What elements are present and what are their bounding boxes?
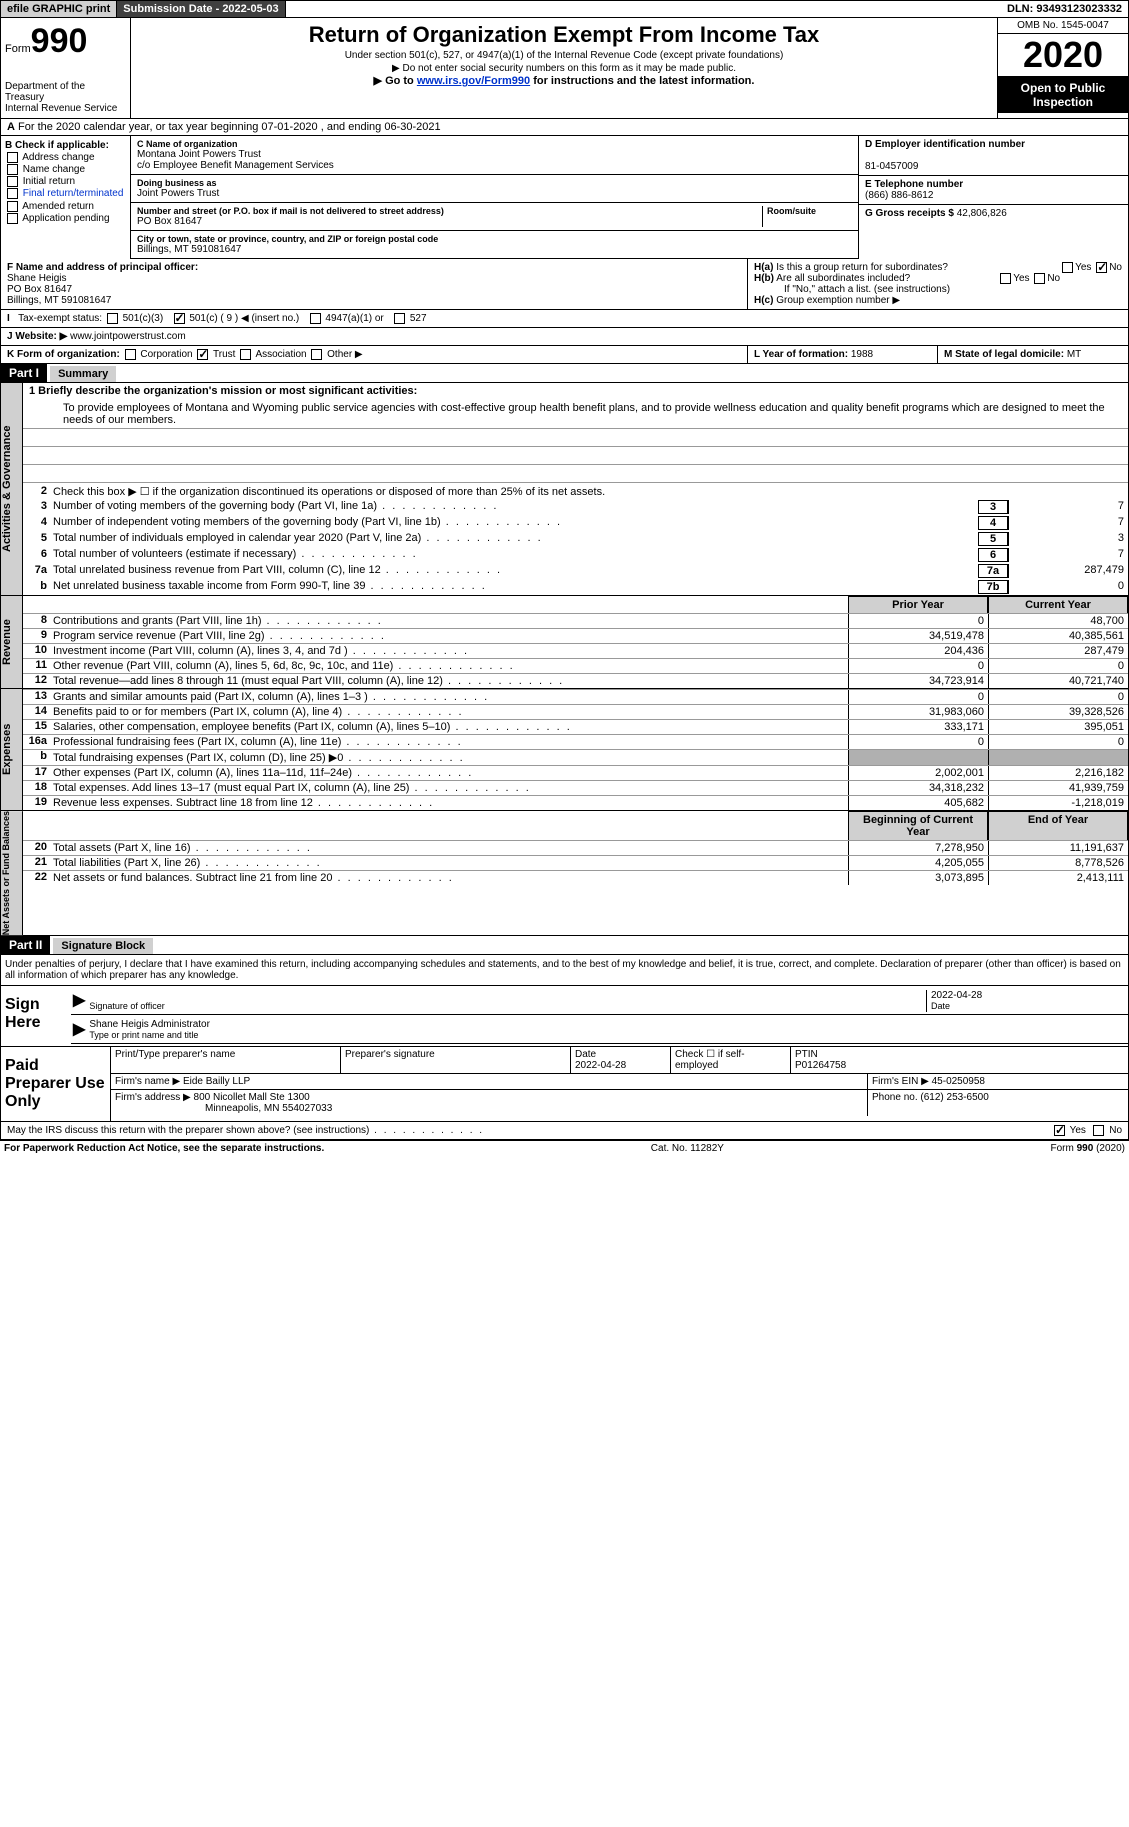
dba-box: Doing business as Joint Powers Trust	[131, 175, 858, 203]
prep-name-label: Print/Type preparer's name	[115, 1049, 235, 1060]
paid-preparer-label: Paid Preparer Use Only	[1, 1047, 111, 1121]
check-address-change[interactable]: Address change	[5, 152, 126, 163]
website-row: J Website: ▶ www.jointpowerstrust.com	[0, 328, 1129, 346]
hdr-end-year: End of Year	[988, 811, 1128, 840]
form-number: Form990	[5, 22, 126, 61]
gross-receipts: G Gross receipts $ 42,806,826	[859, 205, 1128, 222]
submission-date: Submission Date - 2022-05-03	[117, 1, 285, 17]
ptin: P01264758	[795, 1060, 846, 1071]
officer-name: Shane Heigis Administrator	[89, 1019, 210, 1030]
principal-officer: F Name and address of principal officer:…	[1, 259, 748, 309]
footer-notice: For Paperwork Reduction Act Notice, see …	[4, 1143, 324, 1154]
phone-box: E Telephone number (866) 886-8612	[859, 176, 1128, 205]
org-name-box: C Name of organization Montana Joint Pow…	[131, 136, 858, 175]
tab-governance: Activities & Governance	[1, 383, 23, 595]
row-a-tax-year: A For the 2020 calendar year, or tax yea…	[0, 119, 1129, 136]
form-header: Form990 Department of the Treasury Inter…	[0, 18, 1129, 119]
instructions-link: ▶ Go to www.irs.gov/Form990 for instruct…	[135, 74, 993, 87]
prep-date: 2022-04-28	[575, 1060, 626, 1071]
line-2: Check this box ▶ ☐ if the organization d…	[53, 485, 1128, 498]
footer-form: Form 990 (2020)	[1051, 1143, 1125, 1154]
tax-year: 2020	[998, 34, 1128, 77]
ein-box: D Employer identification number 81-0457…	[859, 136, 1128, 176]
top-bar: efile GRAPHIC print Submission Date - 20…	[0, 0, 1129, 18]
subtitle-2: ▶ Do not enter social security numbers o…	[135, 63, 993, 74]
dept-label: Department of the Treasury Internal Reve…	[5, 81, 126, 114]
firm-phone: (612) 253-6500	[920, 1092, 988, 1103]
check-final-return[interactable]: Final return/terminated	[5, 188, 126, 199]
hdr-begin-year: Beginning of Current Year	[848, 811, 988, 840]
sig-date: 2022-04-28	[931, 990, 982, 1001]
firm-ein: 45-0250958	[932, 1076, 985, 1087]
discuss-row: May the IRS discuss this return with the…	[0, 1122, 1129, 1140]
check-initial-return[interactable]: Initial return	[5, 176, 126, 187]
year-formation: L Year of formation: 1988	[748, 346, 938, 363]
form-title: Return of Organization Exempt From Incom…	[135, 22, 993, 48]
declaration: Under penalties of perjury, I declare th…	[0, 955, 1129, 986]
dln: DLN: 93493123023332	[1001, 1, 1128, 17]
mission-label: 1 Briefly describe the organization's mi…	[29, 385, 417, 397]
tax-exempt-status: I Tax-exempt status: 501(c)(3) 501(c) ( …	[0, 310, 1129, 328]
group-return-box: H(a) Is this a group return for subordin…	[748, 259, 1128, 309]
tab-net-assets: Net Assets or Fund Balances	[1, 811, 23, 935]
omb-number: OMB No. 1545-0047	[998, 18, 1128, 34]
form-of-org: K Form of organization: Corporation Trus…	[1, 346, 748, 363]
irs-link[interactable]: www.irs.gov/Form990	[417, 75, 530, 87]
part1-header: Part I	[1, 364, 47, 382]
sign-here-label: Sign Here	[1, 986, 71, 1046]
part1-title: Summary	[50, 366, 116, 382]
prep-sig-label: Preparer's signature	[345, 1049, 435, 1060]
check-amended[interactable]: Amended return	[5, 201, 126, 212]
open-to-public: Open to Public Inspection	[998, 77, 1128, 113]
self-employed-check[interactable]: Check ☐ if self-employed	[671, 1047, 791, 1073]
hdr-prior-year: Prior Year	[848, 596, 988, 613]
subtitle-1: Under section 501(c), 527, or 4947(a)(1)…	[135, 50, 993, 61]
part2-title: Signature Block	[53, 938, 153, 954]
firm-addr: 800 Nicollet Mall Ste 1300	[194, 1092, 310, 1103]
check-app-pending[interactable]: Application pending	[5, 213, 126, 224]
city-box: City or town, state or province, country…	[131, 231, 858, 259]
state-domicile: M State of legal domicile: MT	[938, 346, 1128, 363]
firm-name: Eide Bailly LLP	[183, 1076, 250, 1087]
sig-officer-label: Signature of officer	[89, 1001, 164, 1011]
mission-text: To provide employees of Montana and Wyom…	[23, 400, 1128, 429]
tab-expenses: Expenses	[1, 689, 23, 810]
box-b-checks: B Check if applicable: Address change Na…	[1, 136, 131, 259]
tab-revenue: Revenue	[1, 596, 23, 688]
address-box: Number and street (or P.O. box if mail i…	[131, 203, 858, 231]
hdr-current-year: Current Year	[988, 596, 1128, 613]
footer-catno: Cat. No. 11282Y	[324, 1143, 1050, 1154]
efile-label[interactable]: efile GRAPHIC print	[1, 1, 117, 17]
part2-header: Part II	[1, 936, 50, 954]
check-name-change[interactable]: Name change	[5, 164, 126, 175]
